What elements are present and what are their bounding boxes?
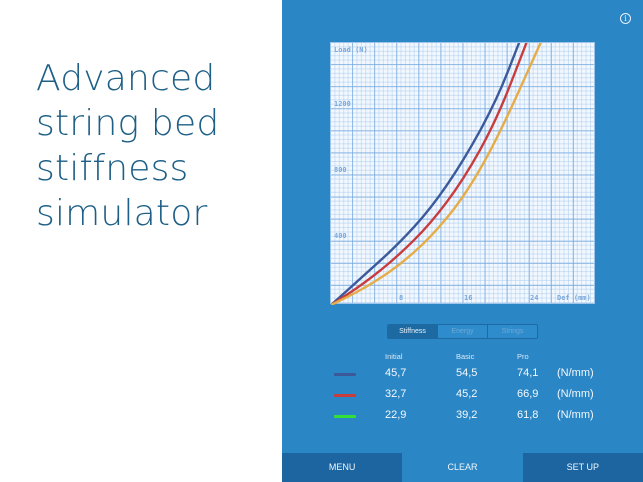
promo-line-2: string bed (36, 103, 220, 144)
unit-label: (N/mm) (557, 367, 594, 379)
promo-line-4: simulator (36, 193, 208, 234)
view-segmented-control: Stiffness Energy Strings (387, 324, 538, 339)
value-pro: 61,8 (517, 409, 539, 421)
setup-button[interactable]: SET UP (522, 453, 643, 482)
y-axis-label: Load (N) (334, 46, 368, 54)
promo-line-1: Advanced (36, 58, 216, 99)
y-tick-label: 400 (334, 232, 347, 240)
series-color-swatch (334, 394, 356, 397)
value-pro: 74,1 (517, 367, 539, 379)
segment-energy[interactable]: Energy (438, 325, 488, 338)
y-tick-label: 800 (334, 166, 347, 174)
promo-headline: Advanced string bed stiffness simulator (36, 56, 276, 236)
segment-stiffness[interactable]: Stiffness (388, 325, 438, 338)
value-basic: 39,2 (456, 409, 478, 421)
value-pro: 66,9 (517, 388, 539, 400)
stiffness-curve-2 (331, 43, 542, 305)
column-header-pro: Pro (517, 352, 529, 361)
y-tick-label: 1200 (334, 100, 351, 108)
info-icon[interactable]: i (620, 13, 631, 24)
segment-strings[interactable]: Strings (488, 325, 537, 338)
x-tick-label: 8 (399, 294, 404, 302)
series-color-swatch (334, 373, 356, 376)
x-axis-label: Def (mm) (557, 294, 591, 302)
table-row: 32,7 45,2 66,9 (N/mm) (282, 388, 643, 402)
table-row: 22,9 39,2 61,8 (N/mm) (282, 409, 643, 423)
column-header-initial: Initial (385, 352, 403, 361)
series-color-swatch (334, 415, 356, 418)
curve-layer (331, 43, 542, 305)
table-row: 45,7 54,5 74,1 (N/mm) (282, 367, 643, 381)
clear-button[interactable]: CLEAR (402, 453, 523, 482)
value-basic: 45,2 (456, 388, 478, 400)
column-header-basic: Basic (456, 352, 475, 361)
value-initial: 22,9 (385, 409, 407, 421)
app-screen: i Load (N) 1200 800 400 8 16 24 Def (mm)… (282, 0, 643, 482)
value-initial: 45,7 (385, 367, 407, 379)
x-tick-label: 16 (464, 294, 473, 302)
stiffness-chart: Load (N) 1200 800 400 8 16 24 Def (mm) (330, 42, 595, 305)
value-initial: 32,7 (385, 388, 407, 400)
value-basic: 54,5 (456, 367, 478, 379)
promo-line-3: stiffness (36, 148, 189, 189)
unit-label: (N/mm) (557, 388, 594, 400)
bottom-toolbar: MENU CLEAR SET UP (282, 453, 643, 482)
stiffness-curve-1 (331, 43, 528, 305)
menu-button[interactable]: MENU (282, 453, 403, 482)
x-tick-label: 24 (530, 294, 539, 302)
stiffness-curve-0 (331, 43, 521, 305)
unit-label: (N/mm) (557, 409, 594, 421)
